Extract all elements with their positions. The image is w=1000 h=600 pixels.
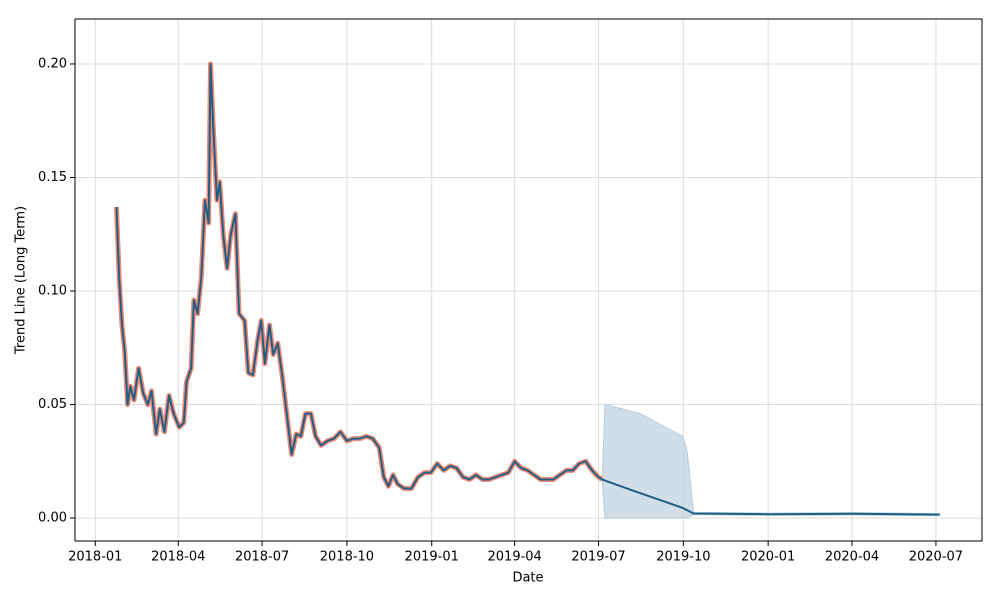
x-tick-label: 2018-10 [320,550,374,565]
x-tick-label: 2020-04 [825,550,879,565]
x-tick-label: 2020-07 [909,550,963,565]
y-tick-label: 0.15 [38,170,67,185]
y-tick-label: 0.10 [38,284,67,299]
y-tick-label: 0.00 [38,511,67,526]
x-tick-label: 2018-01 [68,550,122,565]
x-tick-label: 2019-10 [656,550,710,565]
y-tick-label: 0.20 [38,56,67,71]
x-tick-label: 2020-01 [741,550,795,565]
x-tick-label: 2018-04 [151,550,205,565]
y-tick-label: 0.05 [38,397,67,412]
x-tick-label: 2018-07 [235,550,289,565]
x-axis-label: Date [512,571,543,586]
series-line [115,62,940,516]
series-line [113,61,604,492]
y-axis-label: Trend Line (Long Term) [14,206,29,355]
x-tick-label: 2019-01 [405,550,459,565]
x-tick-label: 2019-04 [488,550,542,565]
x-tick-label: 2019-07 [571,550,625,565]
plot-frame [74,18,983,542]
uncertainty-band [601,403,941,519]
